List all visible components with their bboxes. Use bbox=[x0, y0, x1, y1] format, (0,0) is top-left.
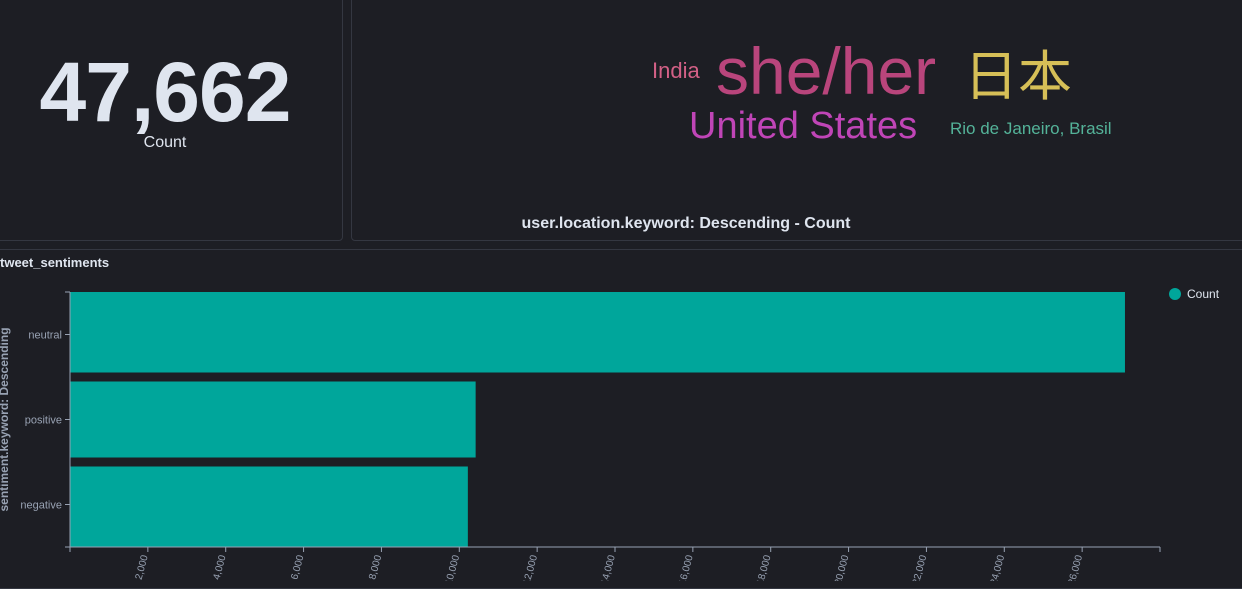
bar-positive[interactable] bbox=[70, 381, 476, 458]
y-tick-label: neutral bbox=[28, 330, 62, 342]
x-tick-label: 6,000 bbox=[289, 554, 306, 581]
metric-value: 47,662 bbox=[39, 45, 292, 139]
word-cloud-panel bbox=[351, 0, 1242, 241]
x-tick-label: 26,000 bbox=[1066, 554, 1085, 581]
x-tick-label: 2,000 bbox=[134, 554, 151, 581]
bar-neutral[interactable] bbox=[70, 292, 1125, 373]
y-axis-title: sentiment.keyword: Descending bbox=[0, 327, 11, 511]
legend[interactable]: Count bbox=[1169, 287, 1219, 301]
word-cloud-caption: user.location.keyword: Descending - Coun… bbox=[521, 215, 851, 232]
x-tick-label: 4,000 bbox=[212, 554, 229, 581]
y-tick-label: negative bbox=[20, 500, 62, 512]
cloud-word-india[interactable]: India bbox=[652, 58, 700, 83]
x-tick-label: 20,000 bbox=[833, 554, 852, 581]
x-tick-label: 18,000 bbox=[755, 554, 774, 581]
cloud-word-united-states[interactable]: United States bbox=[689, 105, 918, 147]
cloud-word-she-her[interactable]: she/her bbox=[716, 34, 937, 108]
x-tick-label: 14,000 bbox=[599, 554, 618, 581]
cloud-word-japan[interactable]: 日本 bbox=[964, 45, 1072, 108]
x-tick-label: 10,000 bbox=[444, 554, 463, 581]
metric-panel bbox=[0, 0, 343, 241]
x-tick-label: 12,000 bbox=[521, 554, 540, 581]
x-tick-label: 16,000 bbox=[677, 554, 696, 581]
x-tick-label: 22,000 bbox=[911, 554, 930, 581]
y-tick-label: positive bbox=[25, 415, 62, 427]
cloud-word-rio[interactable]: Rio de Janeiro, Brasil bbox=[950, 119, 1112, 138]
bar-chart-title: tweet_sentiments bbox=[0, 255, 110, 270]
x-tick-label: 8,000 bbox=[367, 554, 384, 581]
legend-swatch bbox=[1169, 288, 1181, 300]
metric-label: Count bbox=[143, 134, 187, 151]
bar-negative[interactable] bbox=[70, 466, 468, 548]
x-tick-label: 24,000 bbox=[989, 554, 1008, 581]
legend-label: Count bbox=[1187, 287, 1220, 301]
